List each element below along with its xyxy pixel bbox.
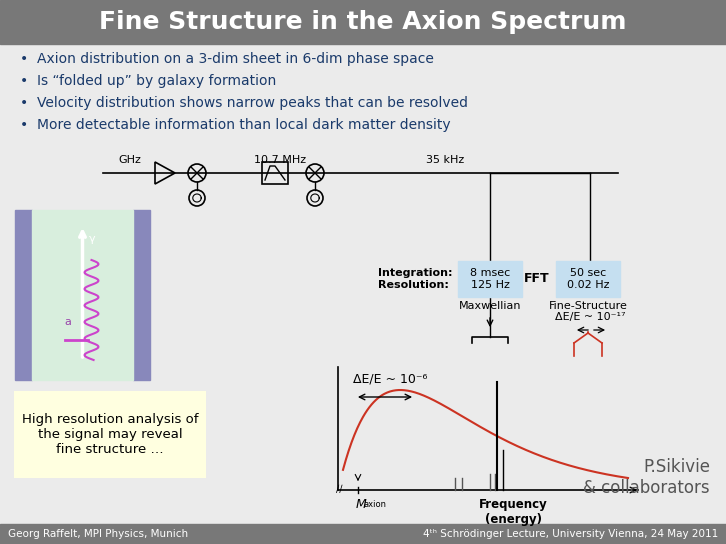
Bar: [15, 210, 32, 380]
Text: •  Is “folded up” by galaxy formation: • Is “folded up” by galaxy formation: [20, 74, 277, 88]
Text: Fine Structure in the Axion Spectrum: Fine Structure in the Axion Spectrum: [99, 10, 627, 34]
Text: ΔE/E ~ 10⁻⁶: ΔE/E ~ 10⁻⁶: [353, 372, 428, 385]
Text: Maxwellian: Maxwellian: [459, 301, 521, 311]
Bar: [32, 210, 133, 380]
Text: •  Axion distribution on a 3-dim sheet in 6-dim phase space: • Axion distribution on a 3-dim sheet in…: [20, 52, 434, 66]
Bar: [15, 392, 205, 477]
Text: ΔE/E ~ 10⁻¹⁷: ΔE/E ~ 10⁻¹⁷: [555, 312, 625, 322]
Bar: [133, 210, 150, 380]
Text: Integration:
Resolution:: Integration: Resolution:: [378, 268, 452, 289]
Text: ∕∕: ∕∕: [336, 484, 343, 494]
Text: Georg Raffelt, MPI Physics, Munich: Georg Raffelt, MPI Physics, Munich: [8, 529, 188, 539]
Text: 4ᵗʰ Schrödinger Lecture, University Vienna, 24 May 2011: 4ᵗʰ Schrödinger Lecture, University Vien…: [423, 529, 718, 539]
Bar: [458, 261, 522, 297]
Text: GHz: GHz: [118, 155, 142, 165]
Text: •  Velocity distribution shows narrow peaks that can be resolved: • Velocity distribution shows narrow pea…: [20, 96, 468, 110]
Text: Frequency
(energy): Frequency (energy): [478, 498, 547, 526]
Text: FFT: FFT: [524, 273, 550, 286]
Text: Fine-Structure: Fine-Structure: [549, 301, 627, 311]
Text: 35 kHz: 35 kHz: [426, 155, 464, 165]
Bar: [556, 261, 620, 297]
Text: M: M: [356, 498, 367, 511]
Bar: [262, 162, 288, 184]
Text: axion: axion: [364, 500, 387, 509]
Bar: [0, 524, 726, 544]
Text: 10.7 MHz: 10.7 MHz: [254, 155, 306, 165]
Bar: [0, 0, 726, 44]
Text: High resolution analysis of
the signal may reveal
fine structure …: High resolution analysis of the signal m…: [22, 413, 198, 456]
Text: 50 sec
0.02 Hz: 50 sec 0.02 Hz: [567, 268, 609, 290]
Text: 8 msec
125 Hz: 8 msec 125 Hz: [470, 268, 510, 290]
Text: P.Sikivie
& collaborators: P.Sikivie & collaborators: [584, 458, 710, 497]
Text: γ: γ: [89, 234, 95, 244]
Text: a: a: [65, 317, 71, 327]
Text: •  More detectable information than local dark matter density: • More detectable information than local…: [20, 118, 451, 132]
